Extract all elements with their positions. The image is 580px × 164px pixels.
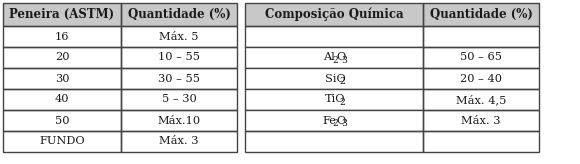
Bar [245, 26, 423, 47]
Bar [121, 3, 237, 26]
Bar [245, 89, 423, 110]
Bar [423, 131, 539, 152]
Bar [245, 68, 423, 89]
Text: 2: 2 [339, 77, 345, 86]
Text: 40: 40 [55, 94, 69, 104]
Text: 20 – 40: 20 – 40 [460, 73, 502, 83]
Bar [121, 3, 237, 26]
Bar [3, 110, 121, 131]
Bar [245, 47, 423, 68]
Text: 16: 16 [55, 31, 69, 41]
Text: 2: 2 [339, 98, 345, 107]
Bar [423, 3, 539, 26]
Bar [423, 89, 539, 110]
Bar [423, 47, 539, 68]
Bar [3, 26, 121, 47]
Bar [245, 110, 423, 131]
Text: Máx. 3: Máx. 3 [160, 136, 199, 146]
Bar [423, 110, 539, 131]
Text: 50: 50 [55, 115, 69, 125]
Bar [121, 68, 237, 89]
Text: Al: Al [323, 52, 335, 62]
Text: FUNDO: FUNDO [39, 136, 85, 146]
Bar [3, 89, 121, 110]
Bar [3, 68, 121, 89]
Text: O: O [336, 115, 346, 125]
Bar [245, 3, 423, 26]
Text: Peneira (ASTM): Peneira (ASTM) [9, 8, 115, 21]
Text: Quantidade (%): Quantidade (%) [128, 8, 230, 21]
Text: Fe: Fe [323, 115, 337, 125]
Bar [121, 131, 237, 152]
Text: Máx.10: Máx.10 [157, 115, 201, 125]
Bar [3, 3, 121, 26]
Text: Máx. 4,5: Máx. 4,5 [456, 94, 506, 105]
Text: 20: 20 [55, 52, 69, 62]
Text: 10 – 55: 10 – 55 [158, 52, 200, 62]
Text: 30: 30 [55, 73, 69, 83]
Text: Composição Química: Composição Química [264, 8, 403, 21]
Text: SiO: SiO [325, 73, 346, 83]
Bar [245, 131, 423, 152]
Text: 50 – 65: 50 – 65 [460, 52, 502, 62]
Bar [423, 3, 539, 26]
Bar [121, 26, 237, 47]
Text: 3: 3 [342, 119, 347, 128]
Bar [423, 26, 539, 47]
Text: 2: 2 [333, 119, 339, 128]
Text: Máx. 3: Máx. 3 [461, 115, 501, 125]
Bar [3, 131, 121, 152]
Text: O: O [336, 52, 346, 62]
Bar [3, 47, 121, 68]
Text: Máx. 5: Máx. 5 [160, 31, 199, 41]
Text: 5 – 30: 5 – 30 [162, 94, 197, 104]
Bar [121, 89, 237, 110]
Bar [121, 47, 237, 68]
Text: TiO: TiO [325, 94, 345, 104]
Bar [245, 3, 423, 26]
Text: 3: 3 [342, 56, 347, 65]
Text: 30 – 55: 30 – 55 [158, 73, 200, 83]
Text: Quantidade (%): Quantidade (%) [430, 8, 532, 21]
Bar [423, 68, 539, 89]
Bar [121, 110, 237, 131]
Text: 2: 2 [333, 56, 339, 65]
Bar [3, 3, 121, 26]
